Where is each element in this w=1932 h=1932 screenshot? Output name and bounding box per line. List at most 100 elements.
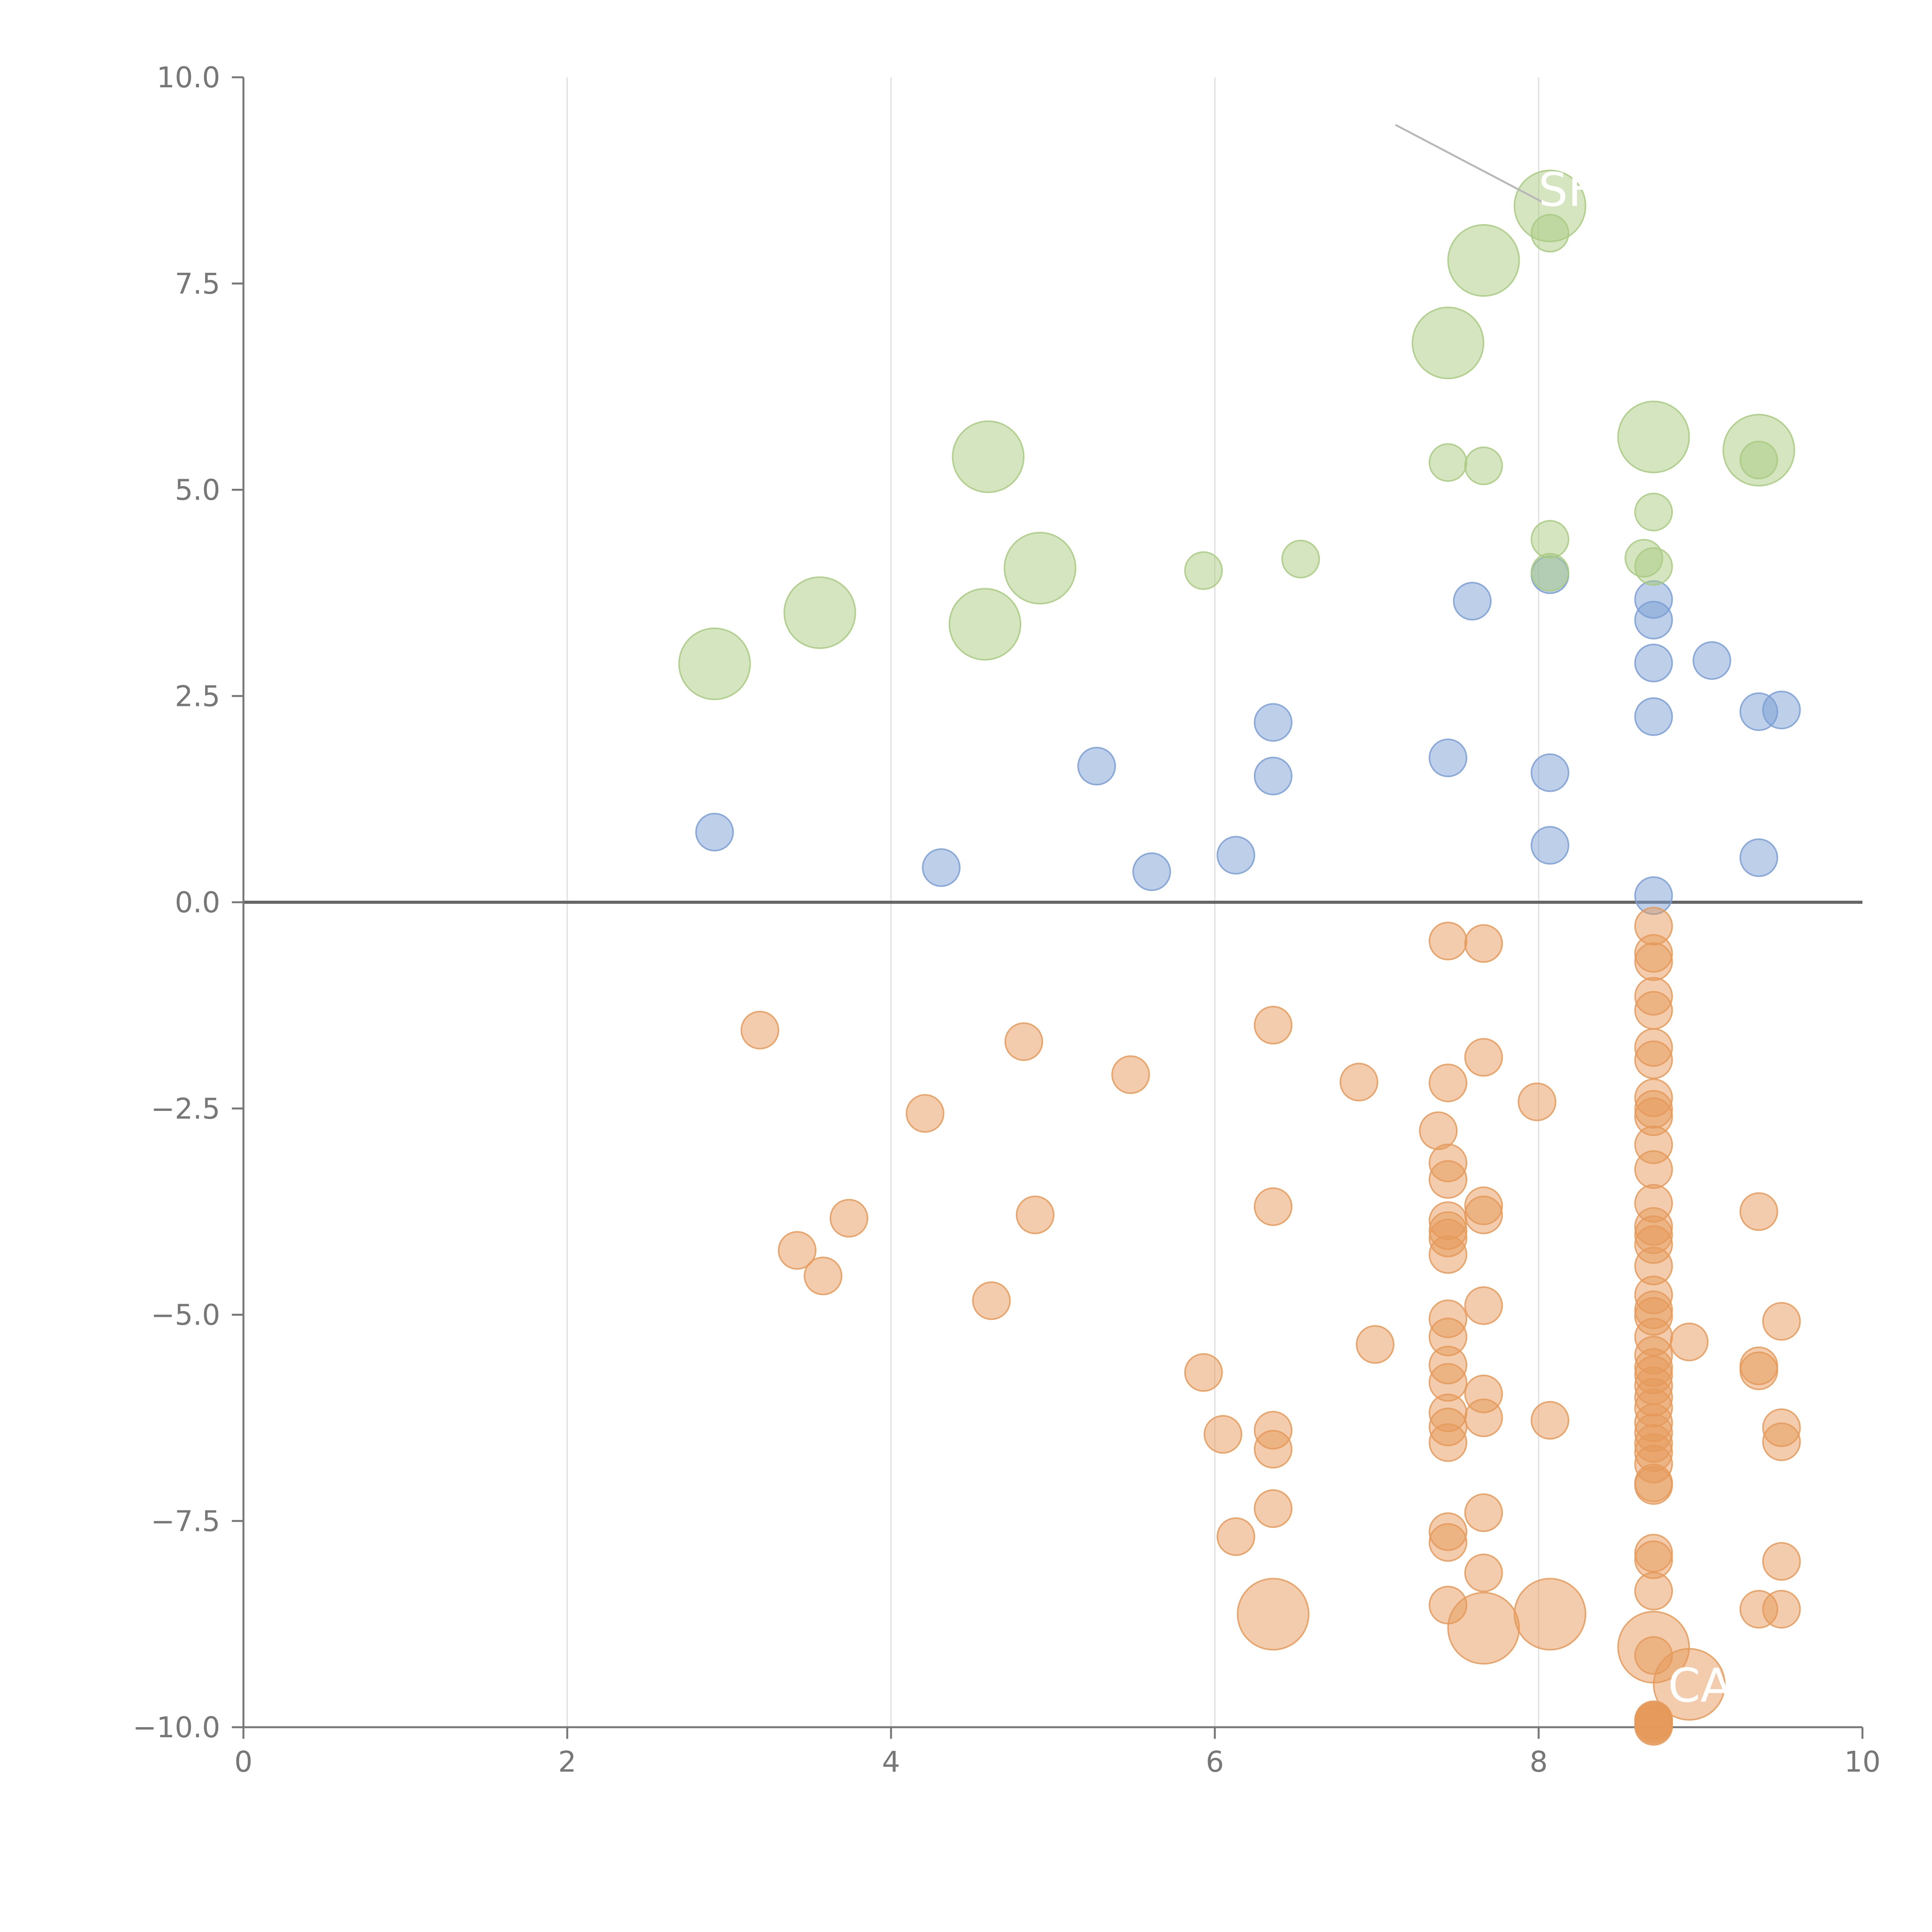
y-tick-label: 5.0 (175, 474, 220, 507)
orange-point (1634, 1040, 1673, 1079)
orange-point (1429, 1160, 1468, 1199)
green-point (952, 420, 1025, 493)
blue-point (1077, 747, 1116, 786)
x-axis-ticks: 0 2 4 6 8 10 (234, 1727, 1881, 1779)
orange-point (1429, 1063, 1468, 1102)
orange-point (1531, 1401, 1570, 1440)
orange-point (740, 1010, 779, 1049)
blue-point (1132, 852, 1171, 891)
annotation-leader-line (1395, 124, 1551, 207)
green-point (1447, 224, 1520, 297)
y-tick-label: −5.0 (151, 1299, 220, 1332)
blue-point (1429, 738, 1468, 777)
orange-point (1464, 1286, 1503, 1325)
orange-point (1762, 1302, 1801, 1341)
blue-point (1634, 643, 1673, 682)
orange-point (1253, 1006, 1293, 1045)
x-tick-label: 6 (1206, 1745, 1224, 1779)
orange-point (1634, 1571, 1673, 1611)
orange-point (1253, 1430, 1293, 1469)
blue-point (1634, 697, 1673, 736)
blue-point (1634, 600, 1673, 639)
y-tick-label: −7.5 (151, 1505, 220, 1538)
green-point (1281, 539, 1320, 578)
x-tick-label: 0 (234, 1745, 252, 1779)
orange-point (1634, 1466, 1673, 1505)
orange-point (830, 1199, 869, 1238)
orange-point (1355, 1325, 1395, 1364)
blue-point (695, 813, 734, 852)
orange-point (1762, 1542, 1801, 1581)
orange-point (1111, 1055, 1150, 1094)
green-point (1429, 443, 1468, 482)
orange-point (1216, 1517, 1255, 1556)
y-tick-label: 10.0 (156, 61, 220, 94)
green-point (783, 576, 856, 649)
orange-point (1739, 1351, 1778, 1390)
orange-point (1429, 1523, 1468, 1562)
x-tick-label: 2 (558, 1745, 576, 1779)
orange-point (1670, 1322, 1709, 1361)
orange-point (1015, 1196, 1054, 1235)
blue-point (1739, 838, 1778, 877)
blue-point (1531, 753, 1570, 792)
green-point (949, 588, 1022, 661)
green-point (1531, 214, 1570, 253)
x-tick-label: 8 (1529, 1745, 1548, 1779)
y-tick-label: 2.5 (175, 680, 220, 713)
green-point (1003, 532, 1077, 605)
green-point (1412, 306, 1485, 379)
blue-point (1531, 826, 1570, 865)
orange-point (1253, 1187, 1293, 1226)
orange-point (1634, 1701, 1673, 1740)
green-point (678, 627, 751, 700)
green-point (1531, 520, 1570, 559)
orange-point (1517, 1082, 1556, 1121)
orange-point (1464, 1493, 1503, 1532)
orange-point (1762, 1422, 1801, 1461)
data-points (678, 170, 1801, 1746)
orange-point (1004, 1022, 1043, 1061)
orange-point (1253, 1489, 1293, 1528)
orange-point (1203, 1415, 1242, 1454)
y-tick-label: 7.5 (175, 267, 220, 301)
annotation-label-ca: CA (1668, 1659, 1732, 1713)
orange-point (1464, 1038, 1503, 1077)
y-tick-label: −10.0 (133, 1711, 220, 1744)
y-tick-label: −2.5 (151, 1092, 220, 1126)
orange-point (1429, 1423, 1468, 1462)
orange-point (1514, 1578, 1587, 1651)
green-point (1634, 493, 1673, 532)
annotations: SF CA (1395, 124, 1732, 1713)
blue-point (1453, 582, 1492, 621)
blue-point (922, 848, 961, 887)
green-point (1184, 551, 1223, 590)
annotation-label-sf: SF (1538, 163, 1594, 217)
blue-point (1762, 690, 1801, 730)
green-point (1464, 446, 1503, 485)
x-tick-label: 10 (1844, 1745, 1881, 1779)
orange-point (1339, 1063, 1378, 1102)
orange-point (804, 1257, 843, 1296)
x-tick-label: 4 (882, 1745, 900, 1779)
y-tick-label: 0.0 (175, 886, 220, 919)
orange-point (1739, 1192, 1778, 1231)
orange-point (1464, 924, 1503, 963)
orange-point (1762, 1590, 1801, 1629)
orange-point (1447, 1592, 1520, 1665)
green-point (1531, 553, 1570, 592)
blue-point (1253, 757, 1293, 796)
orange-point (1464, 1398, 1503, 1437)
green-point (1739, 440, 1778, 480)
y-axis-ticks: −10.0 −7.5 −5.0 −2.5 0.0 2.5 5.0 7.5 10.0 (133, 61, 243, 1744)
blue-point (1216, 836, 1255, 875)
orange-point (1464, 1196, 1503, 1235)
orange-point (1236, 1578, 1310, 1651)
orange-point (1464, 1553, 1503, 1592)
blue-point (1692, 641, 1731, 680)
orange-point (1634, 1150, 1673, 1189)
orange-point (1429, 922, 1468, 961)
green-point (1617, 400, 1690, 473)
orange-point (1653, 1648, 1726, 1721)
